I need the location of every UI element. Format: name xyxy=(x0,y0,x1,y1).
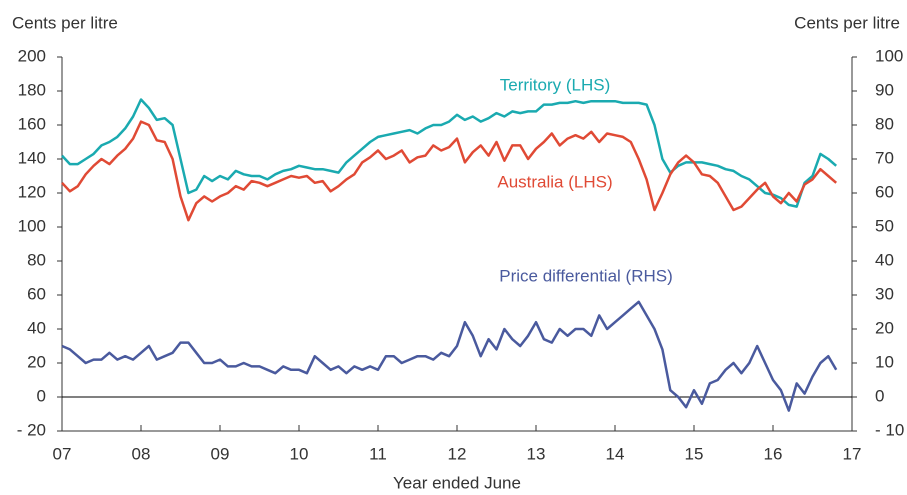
x-tick-label: 16 xyxy=(764,444,783,463)
y-tick-label: 100 xyxy=(18,216,46,235)
y2-axis-label: Cents per litre xyxy=(794,13,900,32)
y2-tick-label: 10 xyxy=(875,352,894,371)
series-line xyxy=(61,120,838,222)
y-tick-label: 160 xyxy=(18,114,46,133)
x-tick-label: 09 xyxy=(211,444,230,463)
y2-tick-label: 20 xyxy=(875,318,894,337)
y2-tick-label: 90 xyxy=(875,80,894,99)
y2-tick-label: - 10 xyxy=(875,420,904,439)
y-tick-label: - 20 xyxy=(17,420,46,439)
series-label: Territory (LHS) xyxy=(500,75,611,94)
y-tick-label: 60 xyxy=(27,284,46,303)
y2-tick-label: 40 xyxy=(875,250,894,269)
x-tick-label: 17 xyxy=(843,444,862,463)
y-axis-label: Cents per litre xyxy=(12,13,118,32)
y2-tick-label: 100 xyxy=(875,46,903,65)
y2-tick-label: 70 xyxy=(875,148,894,167)
x-axis-label: Year ended June xyxy=(393,473,521,492)
y-tick-label: 40 xyxy=(27,318,46,337)
x-tick-label: 14 xyxy=(606,444,625,463)
y-tick-label: 180 xyxy=(18,80,46,99)
y-tick-label: 200 xyxy=(18,46,46,65)
y-tick-label: 80 xyxy=(27,250,46,269)
y-tick-label: 20 xyxy=(27,352,46,371)
x-tick-label: 15 xyxy=(685,444,704,463)
x-tick-label: 13 xyxy=(527,444,546,463)
series-label: Price differential (RHS) xyxy=(499,266,673,285)
series-line xyxy=(61,300,838,412)
x-tick-label: 11 xyxy=(369,444,387,463)
y-tick-label: 120 xyxy=(18,182,46,201)
x-tick-label: 08 xyxy=(132,444,151,463)
series-label: Australia (LHS) xyxy=(497,172,612,191)
y-tick-label: 140 xyxy=(18,148,46,167)
x-tick-label: 12 xyxy=(448,444,467,463)
x-tick-label: 10 xyxy=(290,444,309,463)
series-line xyxy=(61,98,838,208)
y-tick-label: 0 xyxy=(37,386,46,405)
y2-tick-label: 60 xyxy=(875,182,894,201)
x-tick-label: 07 xyxy=(53,444,72,463)
y2-tick-label: 30 xyxy=(875,284,894,303)
y2-tick-label: 0 xyxy=(875,386,884,405)
y2-tick-label: 80 xyxy=(875,114,894,133)
y2-tick-label: 50 xyxy=(875,216,894,235)
